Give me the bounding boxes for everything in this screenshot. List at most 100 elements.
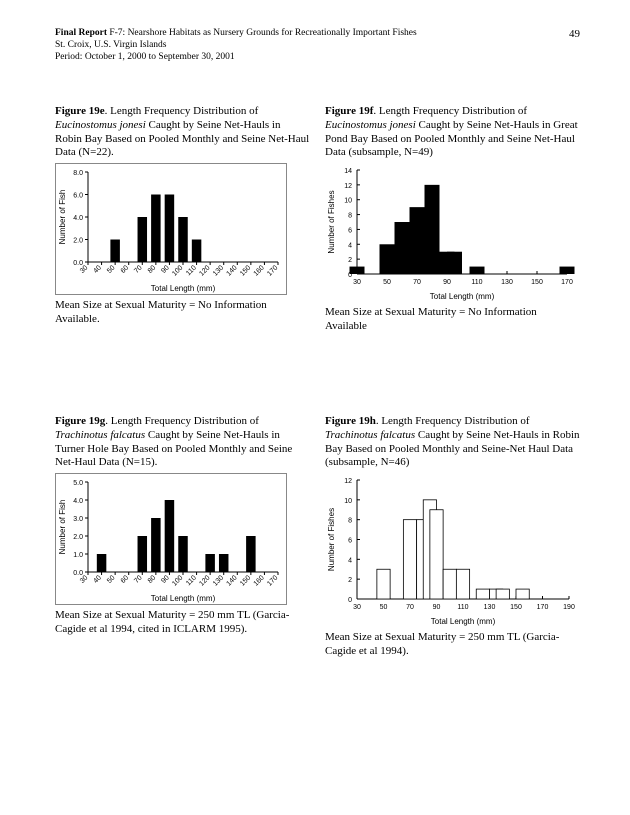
figure-19e: Figure 19e. Length Frequency Distributio… (55, 105, 310, 327)
note-19h: Mean Size at Sexual Maturity = 250 mm TL… (325, 631, 580, 659)
chart-svg-19g: 0.01.02.03.04.05.03040506070809010011012… (56, 474, 286, 604)
svg-text:110: 110 (471, 279, 482, 286)
svg-text:160: 160 (253, 264, 266, 277)
svg-text:100: 100 (171, 574, 184, 587)
svg-text:10: 10 (344, 198, 352, 205)
figure-19f: Figure 19f. Length Frequency Distributio… (325, 105, 580, 334)
svg-text:8.0: 8.0 (73, 170, 83, 177)
svg-text:Total Length (mm): Total Length (mm) (430, 292, 495, 301)
svg-text:50: 50 (106, 264, 117, 275)
svg-text:140: 140 (225, 264, 238, 277)
svg-text:Total Length (mm): Total Length (mm) (431, 617, 496, 626)
svg-text:2.0: 2.0 (73, 238, 83, 245)
svg-text:170: 170 (537, 604, 549, 611)
svg-text:150: 150 (510, 604, 522, 611)
svg-text:50: 50 (383, 279, 391, 286)
svg-text:170: 170 (266, 264, 279, 277)
svg-text:4: 4 (348, 557, 352, 564)
figure-19h: Figure 19h. Length Frequency Distributio… (325, 415, 580, 659)
svg-text:4.0: 4.0 (73, 498, 83, 505)
page-number: 49 (569, 28, 580, 40)
svg-text:12: 12 (344, 478, 352, 485)
svg-text:120: 120 (198, 574, 211, 587)
note-19g: Mean Size at Sexual Maturity = 250 mm TL… (55, 609, 310, 637)
svg-text:80: 80 (147, 574, 158, 585)
svg-text:8: 8 (348, 213, 352, 220)
svg-text:40: 40 (93, 264, 104, 275)
svg-text:170: 170 (561, 279, 573, 286)
svg-text:70: 70 (133, 574, 144, 585)
svg-text:90: 90 (443, 279, 451, 286)
svg-text:120: 120 (198, 264, 211, 277)
svg-text:Number of Fishes: Number of Fishes (327, 190, 336, 253)
svg-text:40: 40 (93, 574, 104, 585)
svg-text:90: 90 (433, 604, 441, 611)
header-bold: Final Report (55, 28, 107, 38)
svg-text:130: 130 (212, 574, 225, 587)
svg-text:4: 4 (348, 242, 352, 249)
svg-text:30: 30 (353, 604, 361, 611)
svg-text:Number of Fish: Number of Fish (58, 500, 67, 555)
caption-19g: Figure 19g. Length Frequency Distributio… (55, 415, 310, 470)
svg-text:3.0: 3.0 (73, 516, 83, 523)
svg-text:130: 130 (212, 264, 225, 277)
svg-text:6: 6 (348, 538, 352, 545)
svg-text:Number of Fishes: Number of Fishes (327, 508, 336, 571)
header-rest: F-7: Nearshore Habitats as Nursery Groun… (107, 28, 417, 38)
caption-19f: Figure 19f. Length Frequency Distributio… (325, 105, 580, 160)
chart-svg-19h: 0 2 4 6 8 10 12 30 50 70 90 110 130 150 170 190 Total Le… (325, 472, 577, 627)
svg-text:130: 130 (501, 279, 513, 286)
chart-19h: 0 2 4 6 8 10 12 30 50 70 90 110 130 150 170 190 Total Le… (325, 472, 577, 627)
svg-text:50: 50 (106, 574, 117, 585)
svg-text:150: 150 (531, 279, 543, 286)
svg-text:30: 30 (353, 279, 361, 286)
chart-svg-19e: 0.02.04.06.08.03040506070809010011012013… (56, 164, 286, 294)
svg-text:190: 190 (563, 604, 575, 611)
svg-text:170: 170 (266, 574, 279, 587)
svg-text:12: 12 (344, 183, 352, 190)
svg-text:70: 70 (133, 264, 144, 275)
chart-19e: 0.02.04.06.08.03040506070809010011012013… (55, 163, 287, 295)
svg-text:2: 2 (348, 577, 352, 584)
svg-text:6: 6 (348, 227, 352, 234)
svg-text:90: 90 (160, 574, 171, 585)
note-19e: Mean Size at Sexual Maturity = No Inform… (55, 299, 310, 327)
svg-text:2.0: 2.0 (73, 534, 83, 541)
svg-text:150: 150 (239, 264, 252, 277)
svg-text:90: 90 (160, 264, 171, 275)
svg-text:50: 50 (380, 604, 388, 611)
svg-text:160: 160 (253, 574, 266, 587)
svg-text:70: 70 (413, 279, 421, 286)
svg-text:80: 80 (147, 264, 158, 275)
note-19f: Mean Size at Sexual Maturity = No Inform… (325, 306, 580, 334)
svg-text:60: 60 (120, 574, 131, 585)
report-header: Final Report F-7: Nearshore Habitats as … (55, 28, 417, 64)
caption-19h: Figure 19h. Length Frequency Distributio… (325, 415, 580, 470)
svg-text:110: 110 (457, 604, 468, 611)
svg-text:2: 2 (348, 257, 352, 264)
svg-text:Total Length (mm): Total Length (mm) (151, 594, 216, 603)
svg-text:0: 0 (348, 597, 352, 604)
header-line2: St. Croix, U.S. Virgin Islands (55, 40, 167, 50)
svg-text:5.0: 5.0 (73, 480, 83, 487)
svg-text:8: 8 (348, 518, 352, 525)
svg-text:130: 130 (484, 604, 496, 611)
svg-text:Number of Fish: Number of Fish (58, 190, 67, 245)
chart-19g: 0.01.02.03.04.05.03040506070809010011012… (55, 473, 287, 605)
svg-text:110: 110 (185, 574, 198, 587)
svg-text:150: 150 (239, 574, 252, 587)
svg-text:14: 14 (344, 168, 352, 175)
svg-text:4.0: 4.0 (73, 215, 83, 222)
svg-text:Total Length (mm): Total Length (mm) (151, 284, 216, 293)
svg-text:6.0: 6.0 (73, 193, 83, 200)
svg-text:110: 110 (185, 264, 198, 277)
chart-svg-19f: 0246810121430507090110130150170Total Len… (325, 162, 575, 302)
svg-text:10: 10 (344, 498, 352, 505)
svg-text:100: 100 (171, 264, 184, 277)
caption-19e: Figure 19e. Length Frequency Distributio… (55, 105, 310, 160)
svg-text:1.0: 1.0 (73, 552, 83, 559)
svg-text:70: 70 (406, 604, 414, 611)
chart-19f: 0246810121430507090110130150170Total Len… (325, 162, 575, 302)
figure-19g: Figure 19g. Length Frequency Distributio… (55, 415, 310, 637)
svg-text:60: 60 (120, 264, 131, 275)
